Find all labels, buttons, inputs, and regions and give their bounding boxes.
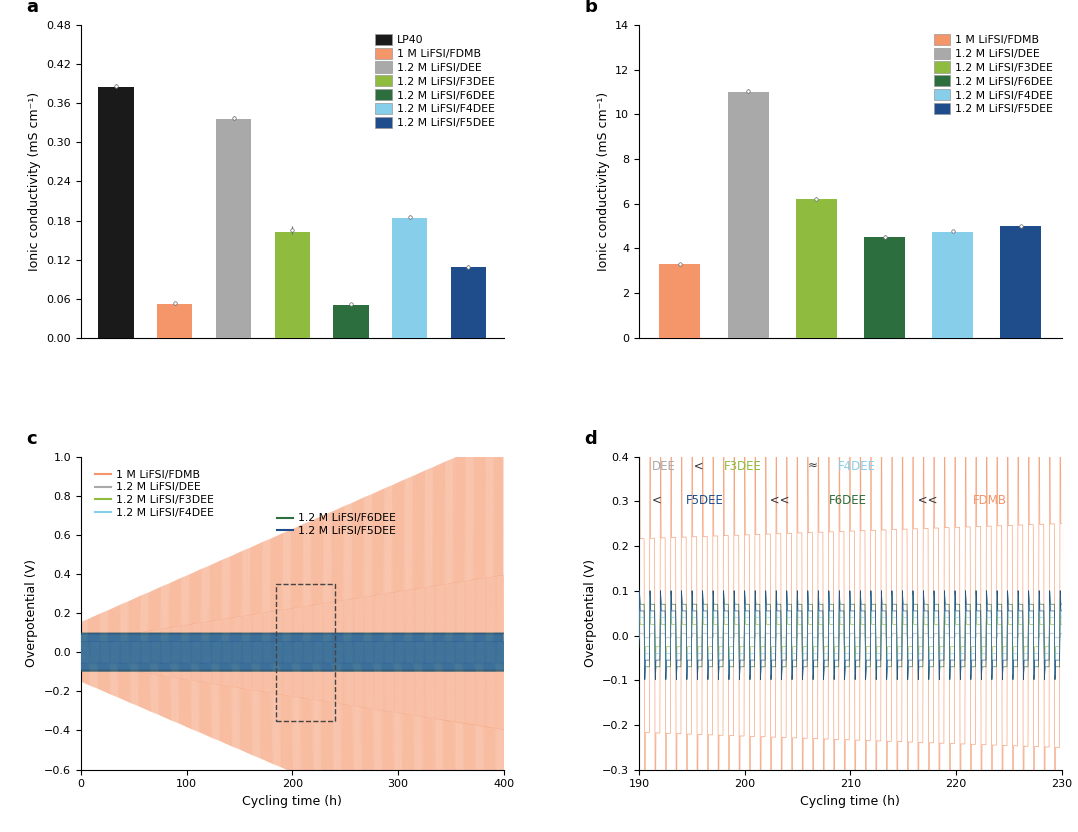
Bar: [392, 218, 427, 338]
Bar: [728, 92, 769, 338]
Text: <<: <<: [914, 494, 941, 508]
Y-axis label: Overpotential (V): Overpotential (V): [583, 559, 596, 667]
X-axis label: Cycling time (h): Cycling time (h): [801, 795, 900, 808]
Text: F4DEE: F4DEE: [838, 460, 875, 473]
Bar: [796, 200, 837, 338]
Text: d: d: [584, 430, 597, 448]
Bar: [932, 231, 973, 338]
Text: F3DEE: F3DEE: [723, 460, 761, 473]
Y-axis label: Overpotential (V): Overpotential (V): [26, 559, 39, 667]
Text: <: <: [690, 460, 707, 473]
Text: <<: <<: [765, 494, 793, 508]
Legend: 1 M LiFSI/FDMB, 1.2 M LiFSI/DEE, 1.2 M LiFSI/F3DEE, 1.2 M LiFSI/F6DEE, 1.2 M LiF: 1 M LiFSI/FDMB, 1.2 M LiFSI/DEE, 1.2 M L…: [930, 31, 1056, 117]
Text: ≈: ≈: [808, 460, 818, 473]
X-axis label: Cycling time (h): Cycling time (h): [243, 795, 342, 808]
Bar: [276, 584, 334, 721]
Bar: [660, 264, 701, 338]
Bar: [157, 304, 193, 338]
Y-axis label: Ionic conductivity (mS cm⁻¹): Ionic conductivity (mS cm⁻¹): [28, 92, 41, 271]
Text: <: <: [652, 494, 665, 508]
Bar: [333, 305, 369, 338]
Bar: [216, 119, 251, 338]
Text: F5DEE: F5DEE: [686, 494, 723, 508]
Y-axis label: Ionic conductivity (mS cm⁻¹): Ionic conductivity (mS cm⁻¹): [596, 92, 609, 271]
Legend: LP40, 1 M LiFSI/FDMB, 1.2 M LiFSI/DEE, 1.2 M LiFSI/F3DEE, 1.2 M LiFSI/F6DEE, 1.2: LP40, 1 M LiFSI/FDMB, 1.2 M LiFSI/DEE, 1…: [372, 31, 498, 131]
Text: c: c: [26, 430, 37, 448]
Text: b: b: [584, 0, 597, 17]
Text: FDMB: FDMB: [973, 494, 1007, 508]
Bar: [451, 267, 486, 338]
Text: a: a: [26, 0, 38, 17]
Bar: [865, 237, 904, 338]
Bar: [1000, 226, 1041, 338]
Bar: [98, 87, 134, 338]
Legend: 1.2 M LiFSI/F6DEE, 1.2 M LiFSI/F5DEE: 1.2 M LiFSI/F6DEE, 1.2 M LiFSI/F5DEE: [273, 509, 401, 541]
Bar: [275, 231, 309, 338]
Text: F6DEE: F6DEE: [829, 494, 868, 508]
Text: DEE: DEE: [652, 460, 676, 473]
